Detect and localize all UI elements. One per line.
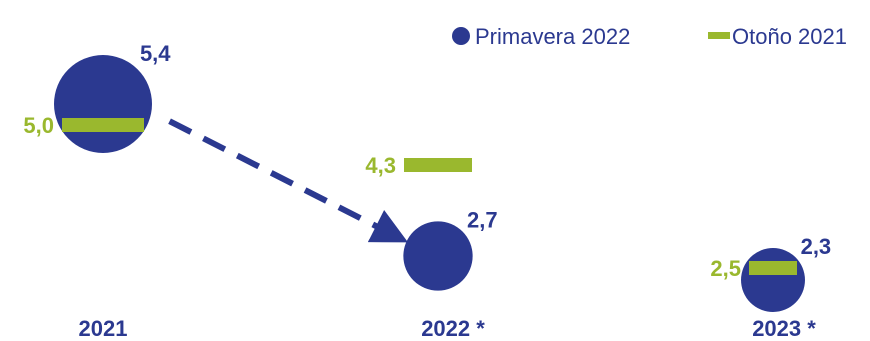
legend-label-primavera: Primavera 2022: [475, 24, 630, 49]
bubble-value-label-1: 5,4: [140, 41, 171, 66]
arrow-layer: [168, 118, 409, 243]
bubble-value-label-2: 2,7: [467, 207, 498, 232]
bar-marker-1: [62, 118, 144, 132]
bar-value-label-1: 5,0: [23, 113, 54, 138]
legend-marker-primavera: [452, 27, 470, 45]
bar-value-label-2: 4,3: [365, 153, 396, 178]
legend: Primavera 2022 Otoño 2021: [452, 24, 847, 49]
marks-layer: [54, 55, 805, 312]
trend-arrow: [168, 118, 409, 243]
x-tick-label-2021: 2021: [79, 316, 128, 341]
x-tick-label-2023: 2023 *: [752, 316, 816, 341]
legend-label-otono: Otoño 2021: [732, 24, 847, 49]
labels-layer: 5,4 5,0 2,7 4,3 2,3 2,5: [23, 41, 831, 281]
bubble-1: [54, 55, 152, 153]
bar-value-label-3: 2,5: [710, 256, 741, 281]
x-tick-label-2022: 2022 *: [421, 316, 485, 341]
bar-marker-2: [404, 158, 472, 172]
bubble-value-label-3: 2,3: [801, 234, 832, 259]
bar-marker-3: [749, 261, 797, 275]
bubble-3: [741, 248, 805, 312]
legend-marker-otono: [708, 32, 730, 39]
bubble-2: [403, 221, 473, 291]
